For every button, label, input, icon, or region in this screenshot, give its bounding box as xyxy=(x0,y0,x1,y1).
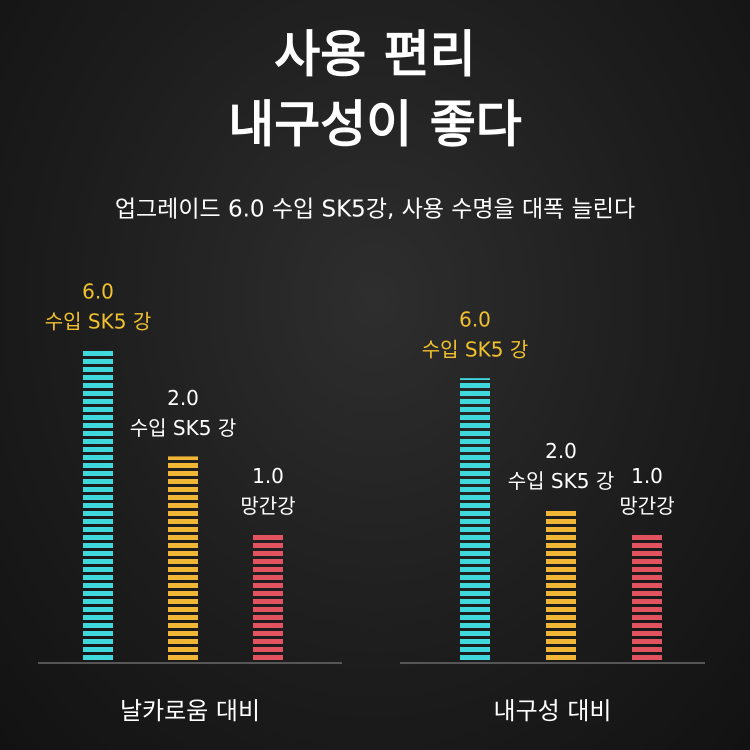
bar-label: 수입 SK5 강 xyxy=(45,310,151,334)
bar-label: 1.0 xyxy=(252,464,284,488)
x-axis-label: 날카로움 대비 xyxy=(120,697,260,725)
bar-label: 망간강 xyxy=(619,494,674,518)
bar xyxy=(168,456,198,663)
bar-label: 수입 SK5 강 xyxy=(422,338,528,362)
bar-label: 1.0 xyxy=(631,464,663,488)
bar-label: 수입 SK5 강 xyxy=(508,469,614,493)
title-line: 사용 편리 xyxy=(274,26,475,84)
x-axis-label: 내구성 대비 xyxy=(493,697,611,725)
bar-label: 망간강 xyxy=(240,494,295,518)
subtitle: 업그레이드 6.0 수입 SK5강, 사용 수명을 대폭 늘린다 xyxy=(115,197,635,223)
bar-label: 수입 SK5 강 xyxy=(130,416,236,440)
bar-label: 6.0 xyxy=(82,280,114,304)
bar xyxy=(253,534,283,663)
bar xyxy=(83,350,113,663)
title-line: 내구성이 좋다 xyxy=(228,96,521,154)
bar xyxy=(546,509,576,663)
bar-label: 6.0 xyxy=(459,308,491,332)
bar xyxy=(460,378,490,663)
bar xyxy=(632,534,662,663)
bar-label: 2.0 xyxy=(545,439,577,463)
bar-label: 2.0 xyxy=(167,386,199,410)
